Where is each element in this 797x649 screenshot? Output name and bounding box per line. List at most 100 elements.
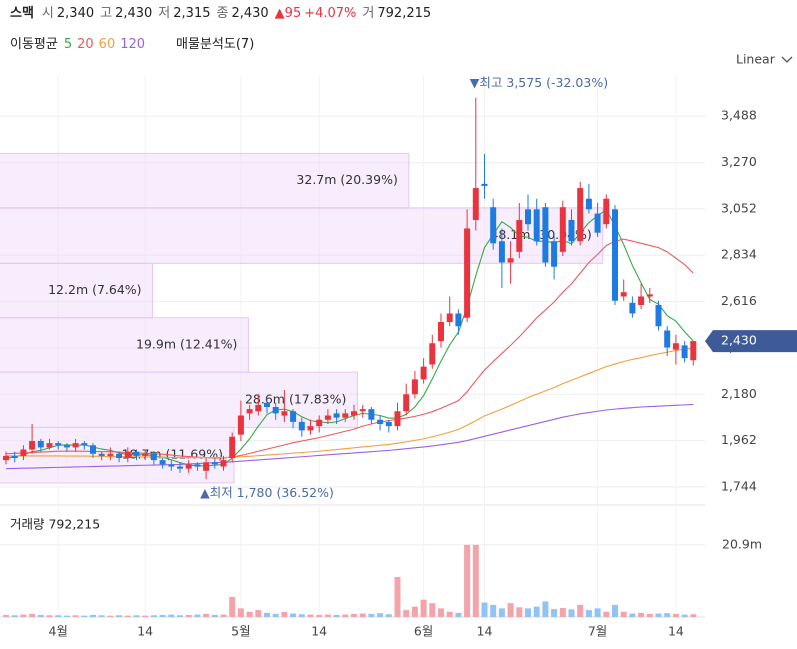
candle-body: [107, 453, 114, 456]
volume-bar: [594, 608, 601, 617]
candle-body: [98, 453, 105, 456]
candle-body: [568, 219, 575, 242]
volume-bar: [472, 544, 479, 617]
candle-body: [472, 188, 479, 220]
candle-body: [525, 209, 531, 225]
volume-bar: [664, 613, 671, 617]
vol-tick-label: 20.9m: [722, 536, 762, 551]
legend-entry: 5: [63, 37, 73, 52]
candle-body: [11, 455, 18, 459]
candle-body: [46, 443, 53, 448]
y-tick-label: 2,834: [721, 247, 757, 262]
volume-bar: [516, 607, 523, 617]
volume-bar: [646, 613, 653, 617]
candle-body: [246, 409, 253, 414]
profile-bar: [0, 262, 154, 319]
profile-label: 28.6m (17.83%): [245, 391, 346, 406]
legend-entry: 60: [98, 37, 116, 52]
candle-body: [672, 343, 679, 350]
header-change-pct: +4.07%: [304, 6, 357, 21]
volume-bar: [46, 615, 53, 617]
volume-bar: [211, 614, 218, 617]
candle-body: [533, 209, 540, 242]
volume-bar: [307, 614, 314, 617]
candle-body: [420, 366, 427, 380]
candle-body: [20, 449, 27, 456]
candle-body: [133, 451, 140, 456]
volume-bar: [55, 615, 62, 617]
volume-bar: [525, 608, 531, 617]
volume-bar: [3, 614, 9, 617]
candle-body: [446, 313, 453, 322]
candle-body: [690, 341, 697, 361]
volume-bar: [455, 612, 462, 617]
candle-body: [229, 436, 236, 459]
candle-body: [429, 343, 436, 365]
candle-body: [585, 198, 592, 210]
profile-bar: [0, 371, 358, 428]
candle-body: [620, 292, 627, 297]
x-tick-label: 14: [311, 624, 327, 639]
volume-bar: [90, 614, 96, 617]
volume-bar: [368, 613, 375, 617]
candle-body: [307, 426, 314, 431]
volume-bar: [638, 612, 645, 617]
header-label: 고: [100, 6, 113, 21]
volume-bar: [203, 613, 210, 617]
candle-body: [507, 258, 514, 263]
x-tick-label: 7월: [588, 624, 607, 639]
volume-bar: [542, 601, 549, 617]
volume-bar: [568, 609, 575, 617]
candle-body: [3, 455, 9, 461]
candle-body: [37, 441, 44, 448]
legend-title: 이동평균: [10, 37, 58, 52]
candle-body: [411, 379, 418, 395]
last-price-tag: [705, 330, 797, 353]
candle-body: [211, 462, 218, 465]
candle-body: [324, 415, 331, 420]
x-tick-label: 14: [668, 624, 684, 639]
candle-body: [464, 228, 471, 318]
candle-body: [612, 209, 618, 301]
candle-body: [90, 445, 96, 454]
volume-bar: [359, 613, 366, 617]
volume-bar: [559, 608, 566, 617]
x-tick-label: 14: [137, 624, 153, 639]
y-tick-label: 1,962: [721, 432, 757, 447]
dropdown-chevron[interactable]: [781, 56, 793, 63]
header: 스맥 시 2,340 고 2,430 저 2,315 종 2,430 ▲95 +4.07% 거 792,…: [10, 2, 434, 21]
volume-bar: [551, 609, 558, 617]
ma-line: [5, 403, 694, 470]
volume-bar: [429, 603, 436, 617]
candle-body: [359, 409, 366, 412]
candle-body: [490, 207, 497, 244]
candle-body: [559, 207, 566, 252]
candle-body: [298, 421, 305, 431]
scale-dropdown[interactable]: Linear: [736, 52, 776, 67]
profile-label: 19.9m (12.41%): [136, 336, 237, 351]
volume-bar: [351, 613, 357, 617]
volume-bar: [264, 612, 270, 617]
volume-bar: [655, 613, 662, 617]
candle-body: [646, 294, 653, 297]
volume-bar: [11, 615, 18, 617]
candle-body: [203, 462, 210, 471]
volume-bar: [316, 614, 323, 617]
volume-bar: [72, 615, 79, 617]
volume-bar: [237, 608, 244, 617]
volume-bar: [107, 615, 114, 617]
candle-body: [185, 464, 192, 469]
candle-body: [577, 188, 584, 242]
volume-bar: [490, 604, 497, 617]
profile-label: 48.1m (30.04%): [490, 227, 591, 242]
candle-body: [385, 421, 392, 427]
header-value: 2,430: [231, 6, 269, 21]
volume-bar: [290, 613, 297, 617]
candle-body: [55, 443, 62, 446]
header-value: 2,430: [115, 6, 153, 21]
legend-entry: 매물분석도(7): [176, 37, 255, 52]
candle-body: [264, 402, 270, 408]
candle-body: [72, 443, 79, 448]
y-tick-label: 2,616: [721, 293, 757, 308]
